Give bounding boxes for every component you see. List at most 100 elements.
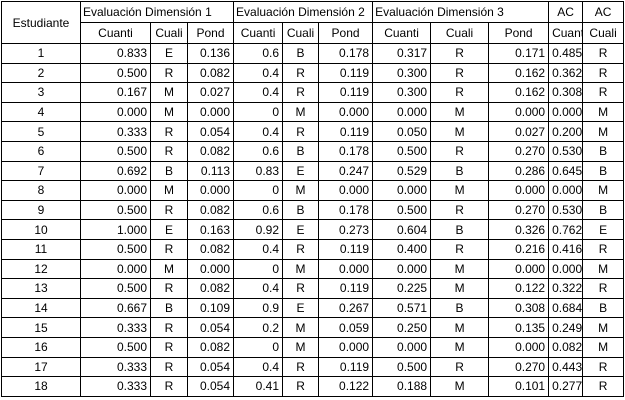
- table-row: 17 0.333 R 0.054 0.4 R 0.119 0.500 R 0.270 0.443 R: [1, 356, 625, 378]
- subheader-cell: Cuali: [582, 22, 625, 44]
- value-cell: 0.000: [318, 180, 374, 201]
- value-cell: 0.109: [186, 297, 235, 319]
- value-cell: 0.530: [548, 199, 584, 221]
- value-cell: 0.136: [186, 43, 235, 64]
- value-cell: 0.270: [488, 140, 550, 162]
- table-row: 9 0.500 R 0.082 0.6 B 0.178 0.500 R 0.270 0.530 B: [1, 199, 625, 221]
- value-cell: 0: [233, 180, 284, 201]
- table-row: 7 0.692 B 0.113 0.83 E 0.247 0.529 B 0.286 0.645 B: [1, 160, 625, 182]
- value-cell: 0.000: [80, 101, 151, 123]
- table-row: 16 0.500 R 0.082 0 M 0.000 0.000 M 0.000 0.082 M: [1, 336, 625, 358]
- table-row: 11 0.500 R 0.082 0.4 R 0.119 0.400 R 0.216 0.416 R: [1, 238, 625, 260]
- value-cell: B: [150, 297, 188, 319]
- subheader-cell: Cuali: [430, 22, 490, 44]
- student-cell: 14: [1, 297, 81, 319]
- value-cell: M: [282, 317, 320, 338]
- value-cell: 0.326: [488, 219, 550, 240]
- value-cell: B: [582, 160, 625, 182]
- value-cell: 0.054: [186, 121, 235, 142]
- value-cell: 0.000: [186, 101, 235, 123]
- value-cell: 0.250: [372, 317, 432, 338]
- value-cell: M: [430, 336, 490, 358]
- value-cell: M: [282, 258, 320, 280]
- value-cell: 0.101: [488, 376, 550, 397]
- value-cell: 0: [233, 258, 284, 280]
- value-cell: 0.178: [318, 43, 374, 64]
- student-cell: 2: [1, 62, 81, 84]
- student-cell: 6: [1, 140, 81, 162]
- value-cell: R: [430, 140, 490, 162]
- table-row: 8 0.000 M 0.000 0 M 0.000 0.000 M 0.000 0.000 M: [1, 180, 625, 201]
- value-cell: M: [430, 258, 490, 280]
- value-cell: 0.286: [488, 160, 550, 182]
- value-cell: 0.082: [186, 140, 235, 162]
- value-cell: 0.082: [186, 62, 235, 84]
- value-cell: 0.322: [548, 278, 584, 299]
- value-cell: E: [282, 160, 320, 182]
- subheader-row: Cuanti Cuali Pond Cuanti Cuali Pond Cuanti Cual…: [2, 22, 625, 44]
- value-cell: 0.9: [233, 297, 284, 319]
- value-cell: 0.216: [488, 238, 550, 260]
- value-cell: R: [582, 238, 625, 260]
- value-cell: 0.400: [372, 238, 432, 260]
- table-row: 4 0.000 M 0.000 0 M 0.000 0.000 M 0.000 0.000 M: [1, 101, 625, 123]
- value-cell: R: [282, 238, 320, 260]
- value-cell: R: [150, 238, 188, 260]
- student-cell: 10: [1, 219, 81, 240]
- value-cell: M: [430, 376, 490, 397]
- header-cell: Estudiante: [1, 1, 81, 44]
- value-cell: 0.6: [233, 43, 284, 64]
- value-cell: 0.162: [488, 82, 550, 103]
- student-cell: 5: [1, 121, 81, 142]
- value-cell: R: [430, 62, 490, 84]
- value-cell: 0.082: [186, 238, 235, 260]
- value-cell: 0.247: [318, 160, 374, 182]
- value-cell: 0.4: [233, 62, 284, 84]
- table-row: 14 0.667 B 0.109 0.9 E 0.267 0.571 B 0.308 0.684 B: [1, 297, 625, 319]
- value-cell: 0.416: [548, 238, 584, 260]
- value-cell: B: [430, 160, 490, 182]
- value-cell: B: [150, 160, 188, 182]
- value-cell: 0.000: [318, 101, 374, 123]
- table-row: 18 0.333 R 0.054 0.41 R 0.122 0.188 M 0.101 0.277 R: [1, 376, 625, 397]
- value-cell: B: [582, 297, 625, 319]
- value-cell: 0.000: [186, 180, 235, 201]
- value-cell: 0.119: [318, 278, 374, 299]
- subheader-cell: Cuali: [282, 22, 320, 44]
- value-cell: 0.000: [186, 258, 235, 280]
- table-row: 5 0.333 R 0.054 0.4 R 0.119 0.050 M 0.027 0.200 M: [1, 121, 625, 142]
- table-row: 2 0.500 R 0.082 0.4 R 0.119 0.300 R 0.162 0.362 R: [1, 62, 625, 84]
- value-cell: R: [582, 43, 625, 64]
- value-cell: R: [150, 199, 188, 221]
- value-cell: R: [150, 356, 188, 378]
- value-cell: R: [282, 62, 320, 84]
- subheader-cell: Cuanti: [548, 22, 584, 44]
- value-cell: 0.692: [80, 160, 151, 182]
- value-cell: M: [582, 317, 625, 338]
- value-cell: 1.000: [80, 219, 151, 240]
- value-cell: M: [282, 336, 320, 358]
- value-cell: B: [282, 140, 320, 162]
- value-cell: M: [150, 180, 188, 201]
- value-cell: 0.188: [372, 376, 432, 397]
- value-cell: 0.92: [233, 219, 284, 240]
- value-cell: R: [582, 82, 625, 103]
- table-row: 15 0.333 R 0.054 0.2 M 0.059 0.250 M 0.135 0.249 M: [1, 317, 625, 338]
- value-cell: 0.500: [80, 336, 151, 358]
- table-row: 12 0.000 M 0.000 0 M 0.000 0.000 M 0.000 0.000 M: [1, 258, 625, 280]
- value-cell: 0.000: [548, 101, 584, 123]
- value-cell: 0.054: [186, 317, 235, 338]
- value-cell: 0.059: [318, 317, 374, 338]
- subheader-cell: Cuali: [150, 22, 188, 44]
- value-cell: E: [282, 219, 320, 240]
- value-cell: R: [150, 376, 188, 397]
- value-cell: R: [282, 121, 320, 142]
- value-cell: 0.000: [488, 180, 550, 201]
- header-cell: AC: [548, 1, 584, 23]
- value-cell: 0.277: [548, 376, 584, 397]
- value-cell: 0.082: [186, 278, 235, 299]
- value-cell: 0.249: [548, 317, 584, 338]
- value-cell: M: [582, 101, 625, 123]
